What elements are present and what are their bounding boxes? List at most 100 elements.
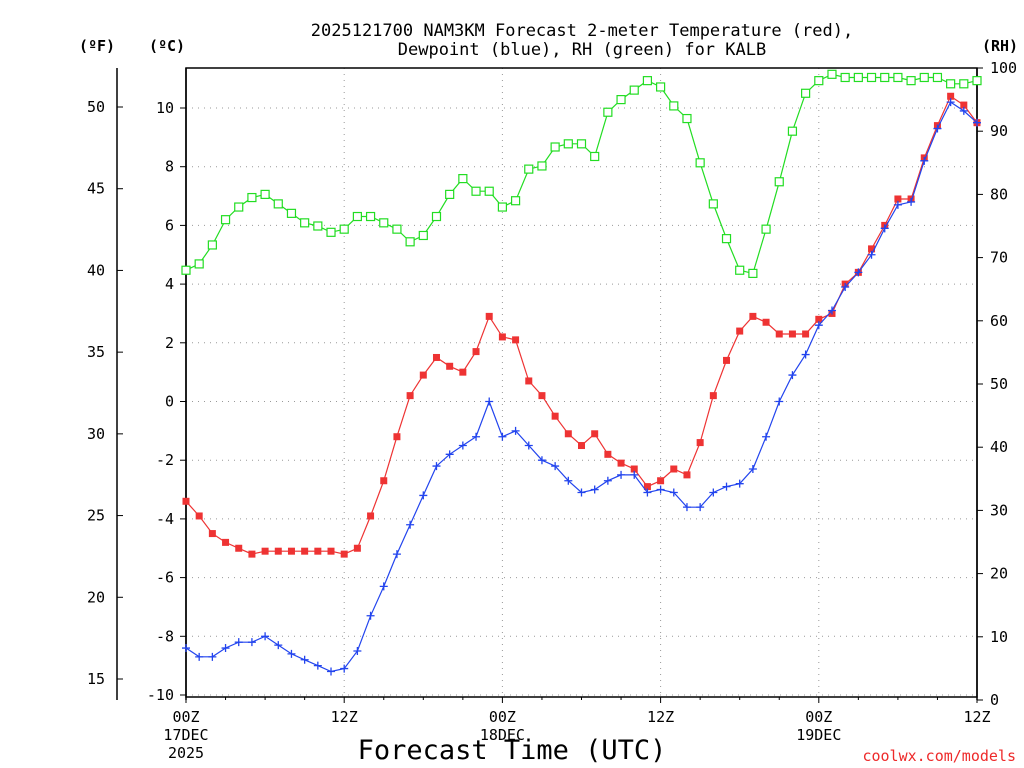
temperature-point [749, 312, 757, 320]
rh-tick-label: 70 [990, 249, 1008, 267]
rh-point [774, 177, 784, 187]
celsius-tick-label: -6 [156, 569, 174, 587]
axes [116, 67, 983, 703]
rh-tick-label: 90 [990, 122, 1008, 140]
rh-point [959, 79, 969, 89]
labels: 2025121700 NAM3KM Forecast 2-meter Tempe… [79, 21, 1018, 766]
fahrenheit-tick-label: 45 [87, 180, 105, 198]
celsius-tick-label: 0 [165, 393, 174, 411]
x-tick-label: 19DEC [796, 726, 841, 744]
temperature-point [301, 547, 309, 555]
celsius-tick-label: -2 [156, 451, 174, 469]
rh-point [181, 265, 191, 275]
rh-point [695, 158, 705, 168]
temperature-point [894, 195, 902, 203]
rh-point [431, 211, 442, 222]
rh-point [326, 227, 336, 237]
x-tick-label: 18DEC [480, 726, 525, 744]
rh-point [418, 230, 428, 241]
dewpoint-point [603, 476, 612, 485]
rh-point [260, 189, 270, 199]
fahrenheit-tick-label: 50 [87, 98, 105, 116]
temperature-point [287, 547, 295, 555]
series [181, 69, 982, 676]
rh-point [234, 202, 244, 212]
fahrenheit-tick-label: 25 [87, 507, 105, 525]
credit-text: coolwx.com/models [862, 747, 1016, 765]
temperature-point [485, 312, 493, 320]
temperature-point [604, 450, 612, 458]
temperature-point [195, 512, 203, 520]
rh-point [906, 76, 916, 86]
temperature-point [248, 550, 256, 558]
temperature-point [696, 439, 704, 447]
rh-point [379, 218, 389, 228]
rh-point [247, 192, 257, 203]
dewpoint-point [762, 432, 771, 441]
temperature-point [960, 101, 968, 109]
celsius-tick-label: 4 [165, 275, 174, 293]
temperature-point [261, 547, 269, 555]
temperature-point [222, 538, 230, 546]
x-tick-label: 17DEC [163, 726, 208, 744]
dewpoint-point [234, 638, 243, 647]
rh-point [286, 208, 297, 218]
dewpoint-point [933, 124, 942, 133]
rh-point [576, 139, 587, 149]
temperature-point [340, 550, 348, 558]
rh-point [339, 224, 349, 234]
temperature-point [670, 465, 678, 473]
dewpoint-point [788, 371, 797, 380]
fahrenheit-tick-label: 40 [87, 261, 105, 279]
dewpoint-point [498, 432, 507, 441]
x-tick-label: 00Z [805, 708, 832, 726]
dewpoint-point [287, 649, 296, 658]
dewpoint-point [920, 156, 929, 165]
rh-point [458, 174, 468, 184]
temperature-point [419, 371, 427, 379]
celsius-tick-label: 2 [165, 334, 174, 352]
rh-point [629, 85, 639, 95]
temperature-point [564, 430, 572, 438]
temperature-point [802, 330, 810, 338]
rh-tick-label: 30 [990, 501, 1008, 519]
rh-point [866, 72, 877, 83]
dewpoint-point [656, 485, 665, 494]
dewpoint-point [946, 98, 955, 107]
rh-tick-label: 40 [990, 438, 1008, 456]
rh-point [392, 224, 402, 234]
rh-point [352, 211, 362, 222]
rh-point [814, 76, 824, 86]
rh-point [655, 82, 666, 92]
dewpoint-point [221, 644, 230, 653]
dewpoint-point [907, 197, 916, 206]
rh-tick-label: 80 [990, 185, 1008, 203]
dewpoint-point [208, 652, 217, 661]
rh-point [787, 126, 798, 136]
temperature-point [208, 530, 216, 538]
rh-tick-label: 50 [990, 375, 1008, 393]
dewpoint-point [880, 224, 889, 233]
dewpoint-point [340, 664, 349, 673]
rh-point [510, 196, 521, 206]
dewpoint-point [300, 655, 309, 664]
temperature-point [472, 348, 480, 356]
dewpoint-point [709, 488, 718, 497]
temperature-point [446, 362, 454, 370]
rh-point [748, 268, 758, 278]
dewpoint-point [973, 118, 981, 127]
x-tick-label: 12Z [331, 708, 358, 726]
temperature-point [723, 356, 731, 364]
rh-point [946, 79, 956, 89]
dewpoint-point [682, 503, 691, 512]
dewpoint-point [353, 646, 362, 655]
dewpoint-point [722, 482, 731, 491]
rh-point [721, 234, 732, 244]
rh-point [220, 215, 231, 225]
dewpoint-point [524, 441, 533, 450]
rh-point [524, 164, 534, 174]
celsius-tick-label: -4 [156, 510, 174, 528]
rh-point [893, 72, 903, 83]
rh-point [932, 72, 943, 83]
dewpoint-point [577, 488, 586, 497]
